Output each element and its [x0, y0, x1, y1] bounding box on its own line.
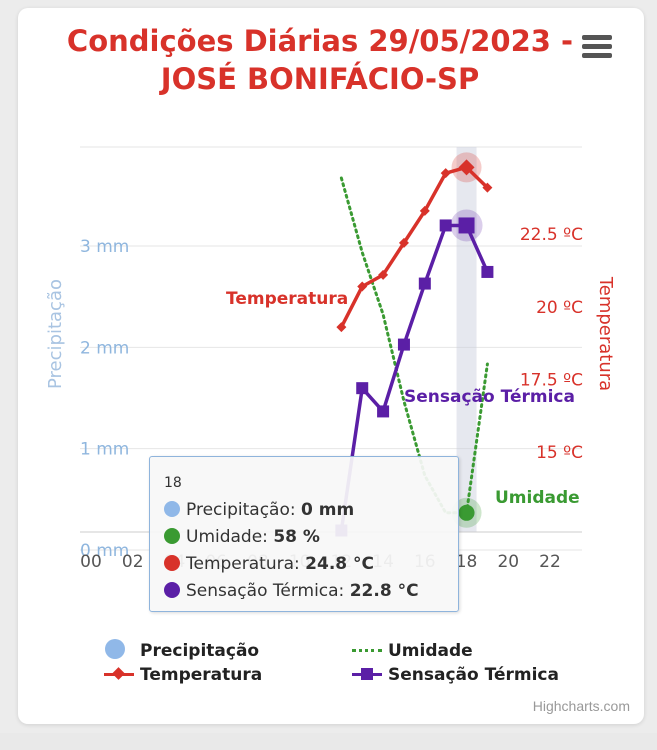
temperatura-point	[419, 205, 430, 216]
sensacao-point	[439, 219, 452, 232]
crosshair-band	[456, 147, 477, 532]
tooltip-value: 22.8 °C	[349, 581, 419, 601]
legend-item-temperatura[interactable]: Temperatura	[104, 665, 262, 685]
sensacao-point	[481, 265, 494, 278]
y-tick-label-right: 22.5 ºC	[520, 225, 583, 245]
umidade-series-label: Umidade	[495, 488, 580, 508]
temperatura-point	[440, 168, 451, 179]
legend-label: Precipitação	[140, 641, 260, 661]
y-tick-label-right: 15 ºC	[536, 443, 583, 463]
legend-label: Temperatura	[140, 665, 263, 685]
tooltip-value: 0 mm	[301, 500, 355, 520]
legend-label: Sensação Térmica	[388, 665, 559, 685]
umidade-point	[458, 504, 475, 521]
umidade-dot-icon	[164, 528, 180, 544]
y-axis-title-right: Temperatura	[595, 276, 616, 391]
precipitacao-dot-icon	[164, 501, 180, 517]
sensacao-point	[377, 405, 390, 418]
tooltip-label: Precipitação:	[186, 500, 301, 520]
legend-item-sensacao[interactable]: Sensação Térmica	[352, 665, 559, 685]
tooltip-header: 18	[164, 475, 182, 491]
tooltip: 18 Precipitação: 0 mm Umidade: 58 % Temp…	[149, 456, 459, 612]
y-tick-label-left: 3 mm	[80, 237, 129, 257]
temperatura-point	[482, 182, 493, 193]
tooltip-row-sensacao: Sensação Térmica: 22.8 °C	[164, 581, 419, 601]
sensacao-legend-icon	[352, 667, 382, 681]
x-tick-label: 00	[80, 552, 102, 572]
chart-title-line-1: Condições Diárias 29/05/2023 -	[66, 24, 574, 58]
tooltip-value: 58 %	[273, 527, 320, 547]
legend-item-umidade[interactable]: Umidade	[352, 641, 473, 661]
y-tick-label-left: 1 mm	[80, 440, 129, 460]
tooltip-row-umidade: Umidade: 58 %	[164, 527, 320, 547]
bottom-strip	[0, 733, 657, 750]
highcharts-credits-link[interactable]: Highcharts.com	[532, 698, 630, 714]
sensacao-point	[397, 338, 410, 351]
tooltip-row-temperatura: Temperatura: 24.8 °C	[164, 554, 374, 574]
umidade-legend-icon	[352, 643, 382, 657]
tooltip-row-precipitacao: Precipitação: 0 mm	[164, 500, 354, 520]
temperatura-point	[336, 322, 347, 333]
y-tick-label-right: 20 ºC	[536, 298, 583, 318]
temperatura-series-label: Temperatura	[226, 289, 348, 309]
legend-label: Umidade	[388, 641, 473, 661]
chart-title-line-2: JOSÉ BONIFÁCIO-SP	[160, 62, 480, 96]
temperatura-point	[378, 269, 389, 280]
temperatura-point	[398, 237, 409, 248]
tooltip-label: Sensação Térmica:	[186, 581, 350, 601]
sensacao-series-label: Sensação Térmica	[404, 387, 575, 407]
precipitacao-legend-icon	[104, 639, 134, 659]
y-tick-label-left: 0 mm	[80, 541, 129, 561]
x-tick-label: 18	[456, 552, 478, 572]
y-tick-label-left: 2 mm	[80, 338, 129, 358]
y-axis-title-left: Precipitação	[45, 279, 66, 389]
sensacao-dot-icon	[164, 582, 180, 598]
legend-item-precipitacao[interactable]: Precipitação	[104, 639, 260, 661]
y-tick-label-right: 17.5 ºC	[520, 370, 583, 390]
sensacao-point	[458, 217, 475, 234]
sensacao-point	[418, 277, 431, 290]
x-tick-label: 22	[539, 552, 561, 572]
x-tick-label: 20	[497, 552, 519, 572]
temperatura-point	[357, 281, 368, 292]
hamburger-menu-icon[interactable]	[576, 26, 618, 66]
sensacao-point	[356, 382, 369, 395]
temperatura-dot-icon	[164, 555, 180, 571]
tooltip-label: Umidade:	[186, 527, 274, 547]
tooltip-value: 24.8 °C	[305, 554, 374, 574]
temperatura-point	[458, 159, 475, 176]
temperatura-legend-icon	[104, 667, 134, 681]
tooltip-label: Temperatura:	[186, 554, 306, 574]
x-tick-label: 02	[122, 552, 144, 572]
